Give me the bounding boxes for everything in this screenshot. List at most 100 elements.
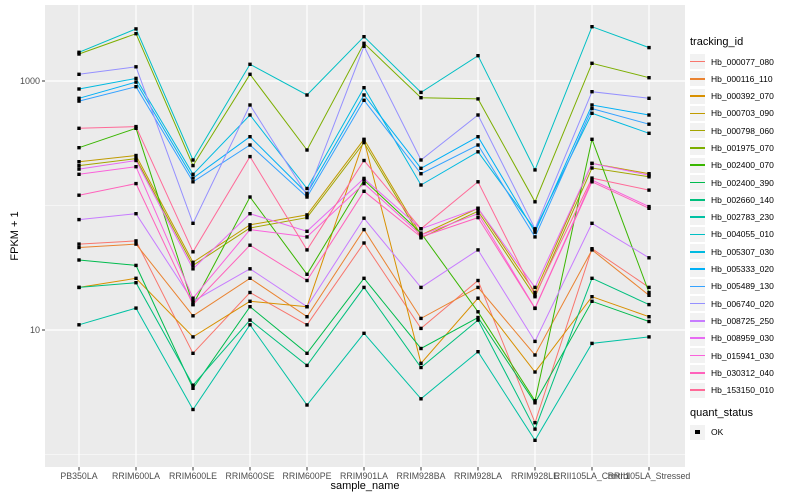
data-point (305, 195, 309, 199)
data-point (533, 370, 537, 374)
data-point (134, 158, 138, 163)
legend-key-line-icon (690, 140, 705, 156)
data-point (362, 176, 366, 181)
data-point (134, 156, 138, 161)
data-point (533, 399, 537, 403)
legend-title-quant-status: quant_status (690, 406, 753, 419)
data-point (647, 173, 651, 177)
data-point (77, 126, 81, 130)
legend-item-quant-ok: OK (690, 424, 798, 440)
data-point (191, 221, 195, 225)
legend-item-label: Hb_002783_230 (711, 212, 774, 223)
data-point (533, 230, 537, 234)
plot-panel (45, 5, 685, 467)
square-point-icon (695, 429, 700, 435)
legend-item-label: Hb_000392_070 (711, 91, 774, 102)
data-point (248, 62, 252, 66)
data-point (362, 285, 366, 290)
legend-key-line-icon (690, 348, 705, 364)
legend-item: Hb_008725_250 (690, 313, 798, 329)
data-point (305, 305, 309, 309)
data-point (419, 172, 423, 176)
data-point (191, 158, 195, 162)
data-point (590, 176, 594, 180)
data-point (590, 161, 594, 166)
legend-item: Hb_002660_140 (690, 192, 798, 208)
data-point (362, 227, 366, 232)
x-tick-label: RRIM901LA (340, 471, 388, 481)
data-point (305, 248, 309, 252)
data-point (134, 27, 138, 31)
data-point (476, 215, 480, 220)
data-point (305, 315, 309, 319)
x-tick-label: RRIM928LE (511, 471, 559, 481)
data-point (419, 326, 423, 331)
data-point (647, 204, 651, 209)
data-point (476, 296, 480, 300)
data-point (533, 339, 537, 344)
quant-ok-key (690, 424, 705, 440)
data-point (647, 76, 651, 80)
data-point (77, 99, 81, 103)
data-point (419, 346, 423, 351)
legend-key-line-icon (690, 244, 705, 260)
data-point (305, 213, 309, 217)
data-point (590, 341, 594, 346)
data-point (191, 386, 195, 390)
data-point (362, 140, 366, 145)
data-point (77, 96, 81, 100)
x-axis-title: sample_name (330, 480, 400, 492)
data-point (476, 212, 480, 216)
legend-item: Hb_000116_110 (690, 71, 798, 87)
data-point (476, 206, 480, 210)
legend-item-label: Hb_006740_020 (711, 298, 774, 309)
data-point (191, 351, 195, 355)
data-point (362, 158, 366, 163)
data-point (77, 172, 81, 176)
x-tick-label: RRIM600SE (226, 471, 275, 481)
x-tick-label: RRII105LA_Control (554, 471, 630, 481)
legend-item: Hb_005489_130 (690, 278, 798, 294)
legend-key-line-icon (690, 330, 705, 346)
data-point (77, 285, 81, 290)
data-point (305, 351, 309, 355)
data-point (419, 183, 423, 187)
data-point (533, 290, 537, 295)
data-point (647, 45, 651, 50)
data-point (248, 305, 252, 309)
data-point (476, 318, 480, 322)
data-point (419, 361, 423, 365)
data-point (305, 403, 309, 407)
y-axis-title: FPKM + 1 (9, 211, 21, 261)
data-point (590, 25, 594, 29)
data-point (647, 113, 651, 117)
legend-key-line-icon (690, 157, 705, 173)
legend-entries: Hb_000077_080 Hb_000116_110 Hb_000392_070 H… (690, 54, 798, 398)
data-point (191, 383, 195, 387)
legend-item: Hb_030312_040 (690, 365, 798, 381)
legend-item: Hb_002400_070 (690, 157, 798, 173)
data-point (476, 150, 480, 154)
data-point (248, 154, 252, 159)
data-point (533, 168, 537, 172)
data-point (647, 256, 651, 260)
legend-item-label: Hb_000798_060 (711, 125, 774, 136)
data-point (419, 316, 423, 321)
x-tick-label: PB350LA (60, 471, 97, 481)
data-point (476, 143, 480, 147)
data-point (362, 241, 366, 245)
data-point (248, 290, 252, 295)
data-point (419, 397, 423, 401)
data-point (533, 200, 537, 204)
data-point (362, 181, 366, 186)
data-point (77, 167, 81, 171)
legend-key-line-icon (690, 365, 705, 381)
data-point (77, 258, 81, 262)
data-point (305, 93, 309, 97)
data-point (647, 302, 651, 307)
legend-item-label: Hb_002400_390 (711, 177, 774, 188)
data-point (248, 323, 252, 327)
data-point (248, 243, 252, 247)
legend-item: Hb_000703_090 (690, 105, 798, 121)
